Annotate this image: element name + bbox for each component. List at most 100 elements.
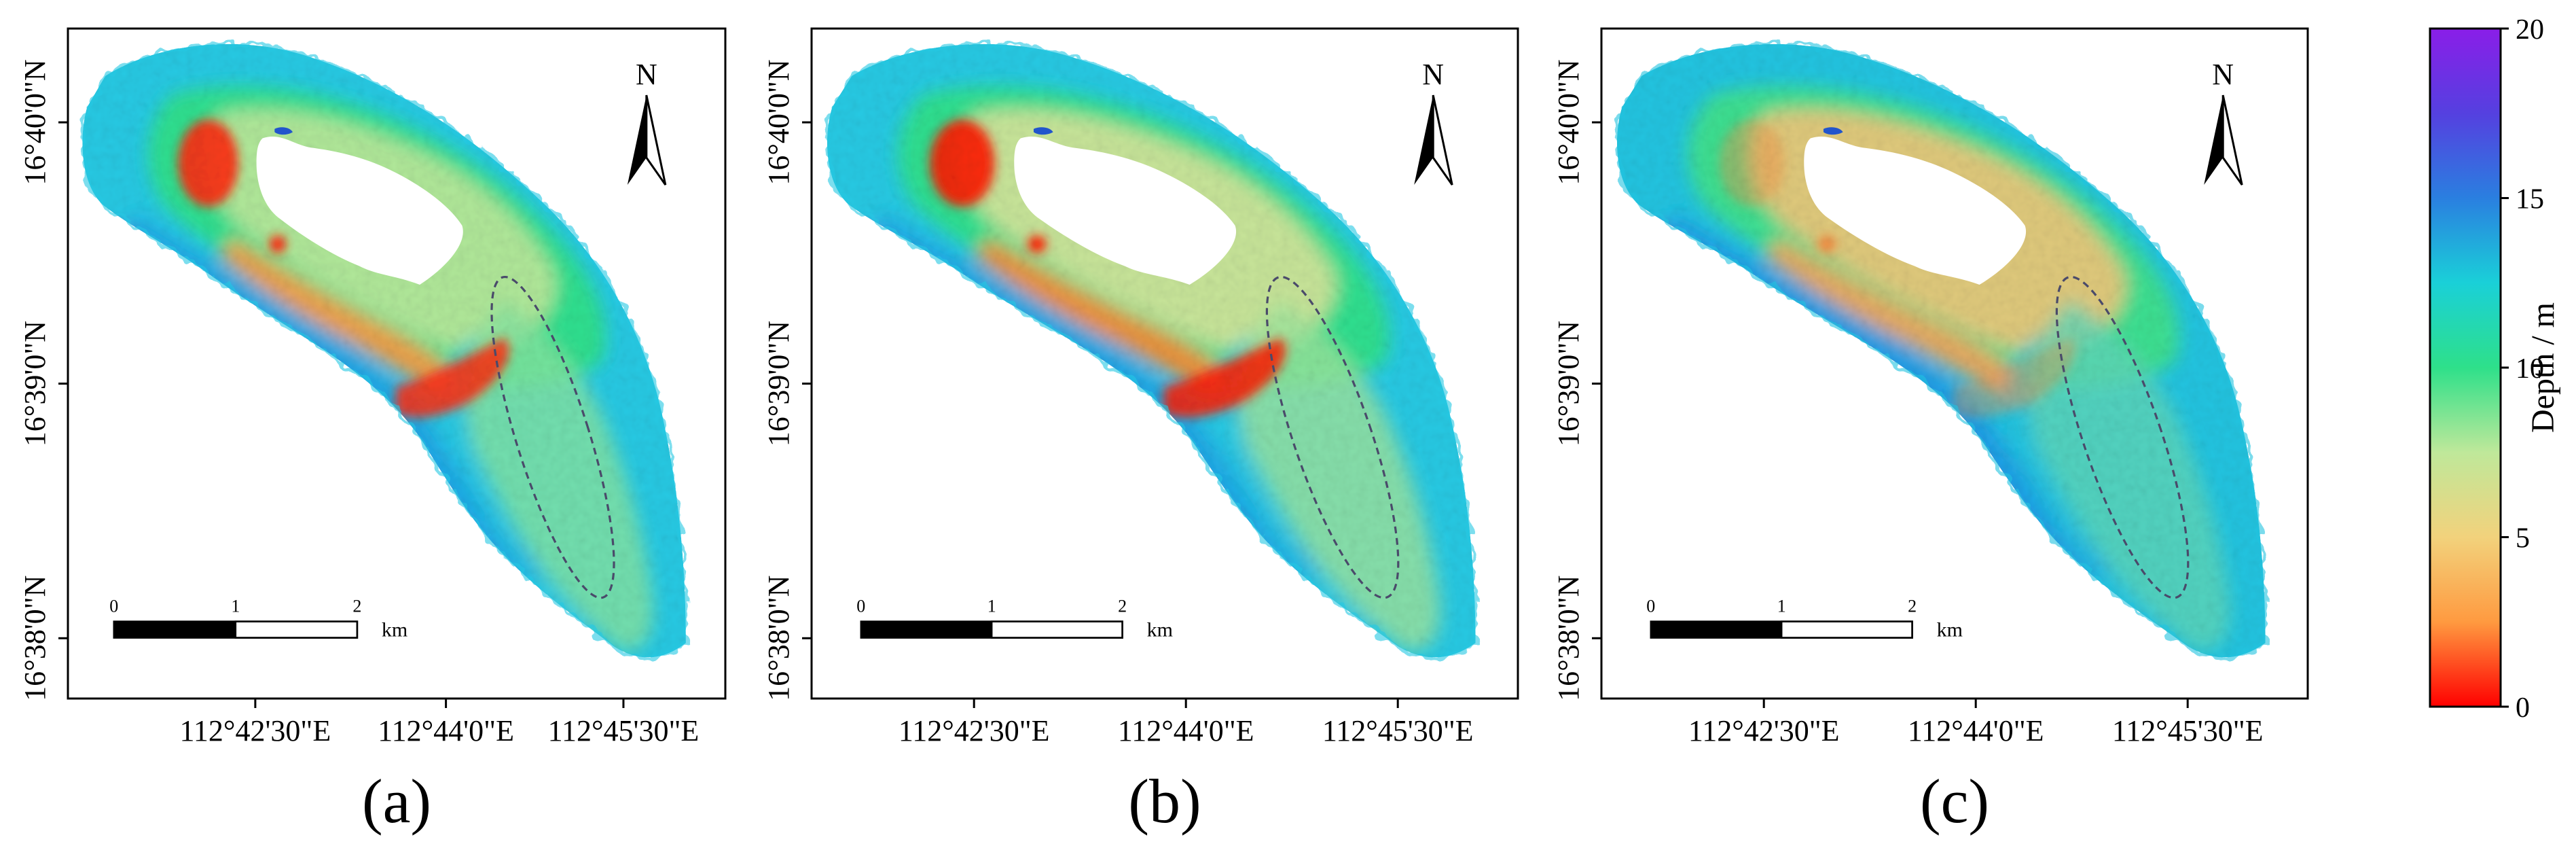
x-tick-label: 112°45'30"E bbox=[548, 714, 700, 747]
shallow-band bbox=[220, 238, 481, 412]
scale-unit: km bbox=[1147, 619, 1173, 641]
y-ticks: 16°40'0"N 16°39'0"N 16°38'0"N bbox=[1552, 59, 1601, 701]
reef-edge bbox=[80, 42, 688, 660]
north-arrow-left bbox=[627, 95, 647, 185]
y-tick-label: 16°38'0"N bbox=[1552, 576, 1585, 701]
island-land bbox=[256, 136, 463, 285]
shallow-patch-south bbox=[395, 337, 509, 418]
scale-bar: 0 1 2 km bbox=[856, 597, 1173, 641]
scale-tick-label: 1 bbox=[1777, 597, 1786, 616]
outer-annotation-layer bbox=[1241, 266, 1424, 609]
scale-tick-label: 1 bbox=[231, 597, 240, 616]
north-arrow-left bbox=[2204, 95, 2224, 185]
y-ticks: 16°40'0"N 16°39'0"N 16°38'0"N bbox=[762, 59, 812, 701]
scale-tick-label: 1 bbox=[987, 597, 996, 616]
scale-bar-white bbox=[1780, 620, 1913, 639]
scale-tick-label: 0 bbox=[1646, 597, 1655, 616]
reef-edge bbox=[825, 42, 1478, 660]
island-land bbox=[1804, 136, 2027, 285]
scale-bar: 0 1 2 km bbox=[1646, 597, 1963, 641]
shallow-band bbox=[1764, 238, 2045, 412]
scale-tick-label: 0 bbox=[856, 597, 865, 616]
scale-bar-frame bbox=[113, 620, 359, 639]
north-arrow-right bbox=[2221, 94, 2243, 186]
scale-unit: km bbox=[1937, 619, 1963, 641]
y-ticks: 16°40'0"N 16°39'0"N 16°38'0"N bbox=[18, 59, 68, 701]
outer-annotation-layer bbox=[2031, 266, 2214, 609]
reef-map bbox=[825, 42, 1478, 660]
y-tick-label: 16°38'0"N bbox=[762, 576, 795, 701]
outer-annotation-layer bbox=[468, 266, 638, 609]
reef-map bbox=[1615, 42, 2268, 660]
north-arrow-left bbox=[1414, 95, 1434, 185]
y-tick-label: 16°40'0"N bbox=[762, 59, 795, 185]
scale-unit: km bbox=[382, 619, 407, 641]
reef-edge bbox=[1615, 42, 2268, 660]
shallow-patch-islet bbox=[269, 235, 287, 253]
y-tick-label: 16°38'0"N bbox=[18, 576, 52, 701]
scale-tick-label: 2 bbox=[352, 597, 361, 616]
southern-spit bbox=[1236, 300, 1440, 651]
colorbar-tick-label: 0 bbox=[2516, 692, 2530, 724]
x-tick-label: 112°44'0"E bbox=[378, 714, 514, 747]
southern-spit bbox=[2026, 300, 2230, 651]
scale-bar: 0 1 2 km bbox=[109, 597, 407, 641]
reef-map bbox=[80, 42, 688, 660]
scale-tick-label: 2 bbox=[1908, 597, 1917, 616]
depth-colorbar: 0 5 10 15 20 Depth / m bbox=[2429, 14, 2561, 724]
shallow-patch-west bbox=[929, 119, 995, 207]
colorbar-tick-label: 10 bbox=[2516, 353, 2544, 385]
scale-tick-label: 2 bbox=[1118, 597, 1127, 616]
inlet-mark bbox=[274, 127, 293, 135]
dashed-ellipse-annotation bbox=[468, 266, 638, 609]
y-tick-label: 16°39'0"N bbox=[18, 321, 52, 446]
x-tick-label: 112°42'30"E bbox=[899, 714, 1050, 747]
colorbar-tick-label: 5 bbox=[2516, 523, 2530, 554]
scale-bar-white bbox=[234, 620, 359, 639]
map-frame bbox=[810, 27, 1519, 700]
island-land bbox=[1014, 136, 1237, 285]
inlet-mark bbox=[1033, 127, 1053, 135]
map-frame bbox=[1600, 27, 2309, 700]
x-ticks: 112°42'30"E 112°44'0"E 112°45'30"E bbox=[899, 699, 1474, 747]
scale-bar-frame bbox=[860, 620, 1123, 639]
colorbar-tick-label: 20 bbox=[2516, 14, 2544, 46]
y-tick-label: 16°39'0"N bbox=[762, 321, 795, 446]
x-ticks: 112°42'30"E 112°44'0"E 112°45'30"E bbox=[1688, 699, 2264, 747]
scale-bar-black bbox=[1650, 621, 1782, 638]
colorbar-label: Depth / m bbox=[2525, 302, 2561, 433]
map-frame bbox=[67, 27, 727, 700]
shallow-patch-south bbox=[1163, 337, 1286, 418]
inlet-mark bbox=[1823, 127, 1843, 135]
north-arrow-right bbox=[645, 94, 667, 186]
north-arrow: N bbox=[1414, 58, 1453, 186]
x-tick-label: 112°44'0"E bbox=[1908, 714, 2044, 747]
x-ticks: 112°42'30"E 112°44'0"E 112°45'30"E bbox=[180, 699, 700, 747]
north-label: N bbox=[636, 58, 657, 91]
x-tick-label: 112°45'30"E bbox=[1322, 714, 1474, 747]
shallow-patch-islet bbox=[1028, 235, 1047, 253]
shallow-band bbox=[975, 238, 1255, 412]
dashed-ellipse-annotation bbox=[2031, 266, 2214, 609]
southern-spit bbox=[463, 300, 653, 651]
shallow-patch-west bbox=[1719, 119, 1785, 207]
north-label: N bbox=[2212, 58, 2234, 91]
y-tick-label: 16°40'0"N bbox=[1552, 59, 1585, 185]
shallow-patch-west bbox=[177, 119, 238, 207]
scale-bar-frame bbox=[1650, 620, 1913, 639]
shallow-patch-south bbox=[1953, 337, 2076, 418]
x-tick-label: 112°44'0"E bbox=[1118, 714, 1254, 747]
dashed-ellipse-annotation bbox=[1241, 266, 1424, 609]
north-arrow: N bbox=[627, 58, 667, 186]
y-tick-label: 16°40'0"N bbox=[18, 59, 52, 185]
panel-b: 112°42'30"E 112°44'0"E 112°45'30"E 16°40'0… bbox=[762, 27, 1519, 836]
north-label: N bbox=[1422, 58, 1444, 91]
panel-caption: (a) bbox=[362, 766, 431, 836]
x-tick-label: 112°42'30"E bbox=[1688, 714, 1840, 747]
panel-caption: (b) bbox=[1128, 766, 1201, 836]
panel-a: 112°42'30"E 112°44'0"E 112°45'30"E 16°40'0… bbox=[18, 27, 727, 836]
north-arrow: N bbox=[2204, 58, 2243, 186]
y-tick-label: 16°39'0"N bbox=[1552, 321, 1585, 446]
panel-c: 112°42'30"E 112°44'0"E 112°45'30"E 16°40'0… bbox=[1552, 27, 2309, 836]
